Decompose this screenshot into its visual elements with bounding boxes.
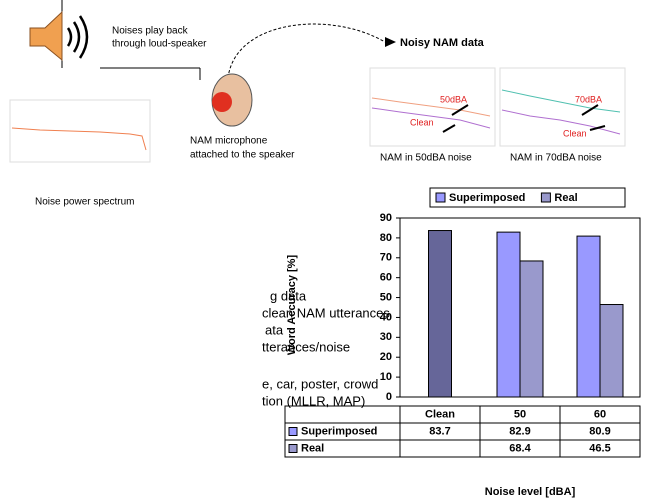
y-tick-label: 0 (386, 391, 392, 403)
table-key (289, 445, 297, 453)
bar (497, 232, 520, 397)
x-axis-label: Noise level [dBA] (485, 486, 576, 498)
bullet: clean NAM utterances (262, 305, 390, 320)
arrow-head (385, 37, 396, 47)
mic-note: NAM microphone (190, 136, 268, 147)
y-tick-label: 60 (380, 272, 392, 284)
plot-caption: NAM in 70dBA noise (510, 153, 602, 164)
slide: Noises play back through loud-speaker No… (0, 0, 662, 503)
y-axis-label: Word Accuracy [%] (286, 255, 298, 356)
x-tick-label: 60 (594, 408, 606, 420)
table-series-name: Real (301, 442, 324, 454)
noise-tag: 70dBA (575, 94, 602, 104)
microphone (212, 92, 232, 112)
bullets: g data clean NAM utterances ata tterance… (262, 288, 390, 408)
y-tick-label: 50 (380, 291, 392, 303)
table-series-name: Superimposed (301, 425, 377, 437)
spectrum-caption: Noise power spectrum (35, 197, 134, 208)
y-tick-label: 20 (380, 351, 392, 363)
sound-waves (68, 16, 87, 58)
data-label: 80.9 (589, 425, 610, 437)
y-tick-label: 80 (380, 232, 392, 244)
speaker-note: through loud-speaker (112, 39, 207, 50)
illustration (10, 0, 625, 162)
arrow-curve (228, 24, 385, 78)
bullet: tterances/noise (262, 339, 350, 354)
noise-tag: 50dBA (440, 94, 467, 104)
legend-label: Real (554, 192, 577, 204)
bar (577, 236, 600, 397)
speaker (30, 12, 62, 60)
plot-caption: NAM in 50dBA noise (380, 153, 472, 164)
bar (600, 305, 623, 397)
legend-swatch (541, 193, 550, 202)
plot-box (370, 68, 495, 146)
x-tick-label: 50 (514, 408, 526, 420)
bullet: ata (265, 322, 284, 337)
legend-swatch (436, 193, 445, 202)
table-key (289, 428, 297, 436)
speaker-note: Noises play back (112, 26, 189, 37)
x-tick-label: Clean (425, 408, 455, 420)
mic-note: attached to the speaker (190, 150, 295, 161)
clean-tag: Clean (563, 128, 587, 138)
y-tick-label: 70 (380, 252, 392, 264)
data-label: 46.5 (589, 442, 610, 454)
noisy-title: Noisy NAM data (400, 37, 485, 49)
y-tick-label: 30 (380, 331, 392, 343)
y-tick-label: 10 (380, 371, 392, 383)
bullet: e, car, poster, crowd (262, 376, 378, 391)
data-label: 68.4 (509, 442, 531, 454)
data-label: 82.9 (509, 425, 530, 437)
y-tick-label: 40 (380, 311, 392, 323)
y-tick-label: 90 (380, 212, 392, 224)
legend-label: Superimposed (449, 192, 525, 204)
data-label: 83.7 (429, 425, 450, 437)
bar (520, 261, 543, 397)
legend: Superimposed Real (430, 188, 625, 207)
clean-tag: Clean (410, 117, 434, 127)
bar (429, 231, 452, 397)
page: Noises play back through loud-speaker No… (0, 0, 662, 503)
